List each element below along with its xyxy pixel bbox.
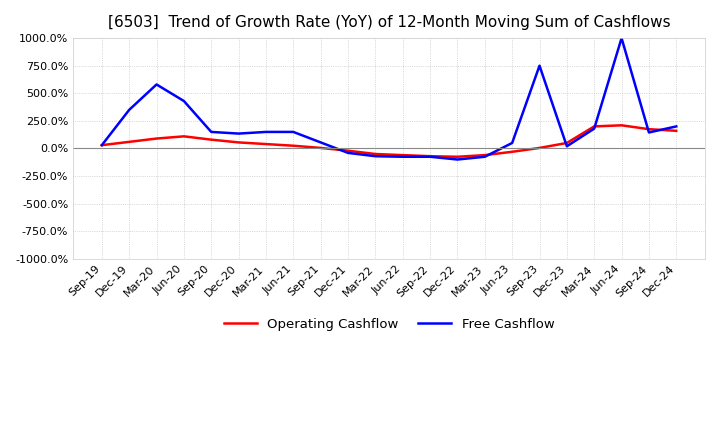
- Operating Cashflow: [97, 143, 106, 148]
- Free Cashflow: [453, 157, 462, 162]
- Operating Cashflow: [535, 145, 544, 150]
- Operating Cashflow: [316, 145, 325, 150]
- Operating Cashflow: [453, 154, 462, 159]
- Operating Cashflow: [398, 153, 407, 158]
- Operating Cashflow: [179, 134, 188, 139]
- Free Cashflow: [426, 154, 434, 159]
- Operating Cashflow: [617, 123, 626, 128]
- Operating Cashflow: [508, 149, 516, 154]
- Operating Cashflow: [672, 128, 680, 133]
- Free Cashflow: [97, 143, 106, 148]
- Free Cashflow: [672, 124, 680, 129]
- Operating Cashflow: [371, 151, 379, 157]
- Operating Cashflow: [562, 140, 571, 146]
- Operating Cashflow: [590, 124, 598, 129]
- Operating Cashflow: [261, 141, 270, 147]
- Line: Operating Cashflow: Operating Cashflow: [102, 125, 676, 157]
- Free Cashflow: [289, 129, 297, 135]
- Free Cashflow: [207, 129, 215, 135]
- Operating Cashflow: [343, 148, 352, 153]
- Operating Cashflow: [289, 143, 297, 148]
- Free Cashflow: [371, 154, 379, 159]
- Operating Cashflow: [234, 140, 243, 145]
- Free Cashflow: [480, 154, 489, 159]
- Title: [6503]  Trend of Growth Rate (YoY) of 12-Month Moving Sum of Cashflows: [6503] Trend of Growth Rate (YoY) of 12-…: [108, 15, 670, 30]
- Free Cashflow: [234, 131, 243, 136]
- Operating Cashflow: [644, 127, 653, 132]
- Free Cashflow: [535, 63, 544, 68]
- Free Cashflow: [343, 150, 352, 155]
- Legend: Operating Cashflow, Free Cashflow: Operating Cashflow, Free Cashflow: [218, 312, 560, 336]
- Free Cashflow: [152, 82, 161, 87]
- Free Cashflow: [179, 99, 188, 104]
- Free Cashflow: [508, 140, 516, 146]
- Free Cashflow: [125, 107, 133, 113]
- Operating Cashflow: [207, 137, 215, 142]
- Free Cashflow: [398, 154, 407, 159]
- Free Cashflow: [261, 129, 270, 135]
- Free Cashflow: [562, 143, 571, 149]
- Free Cashflow: [644, 130, 653, 135]
- Operating Cashflow: [152, 136, 161, 141]
- Operating Cashflow: [480, 153, 489, 158]
- Operating Cashflow: [426, 154, 434, 159]
- Free Cashflow: [590, 126, 598, 131]
- Free Cashflow: [617, 36, 626, 41]
- Line: Free Cashflow: Free Cashflow: [102, 38, 676, 160]
- Operating Cashflow: [125, 139, 133, 144]
- Free Cashflow: [316, 140, 325, 145]
